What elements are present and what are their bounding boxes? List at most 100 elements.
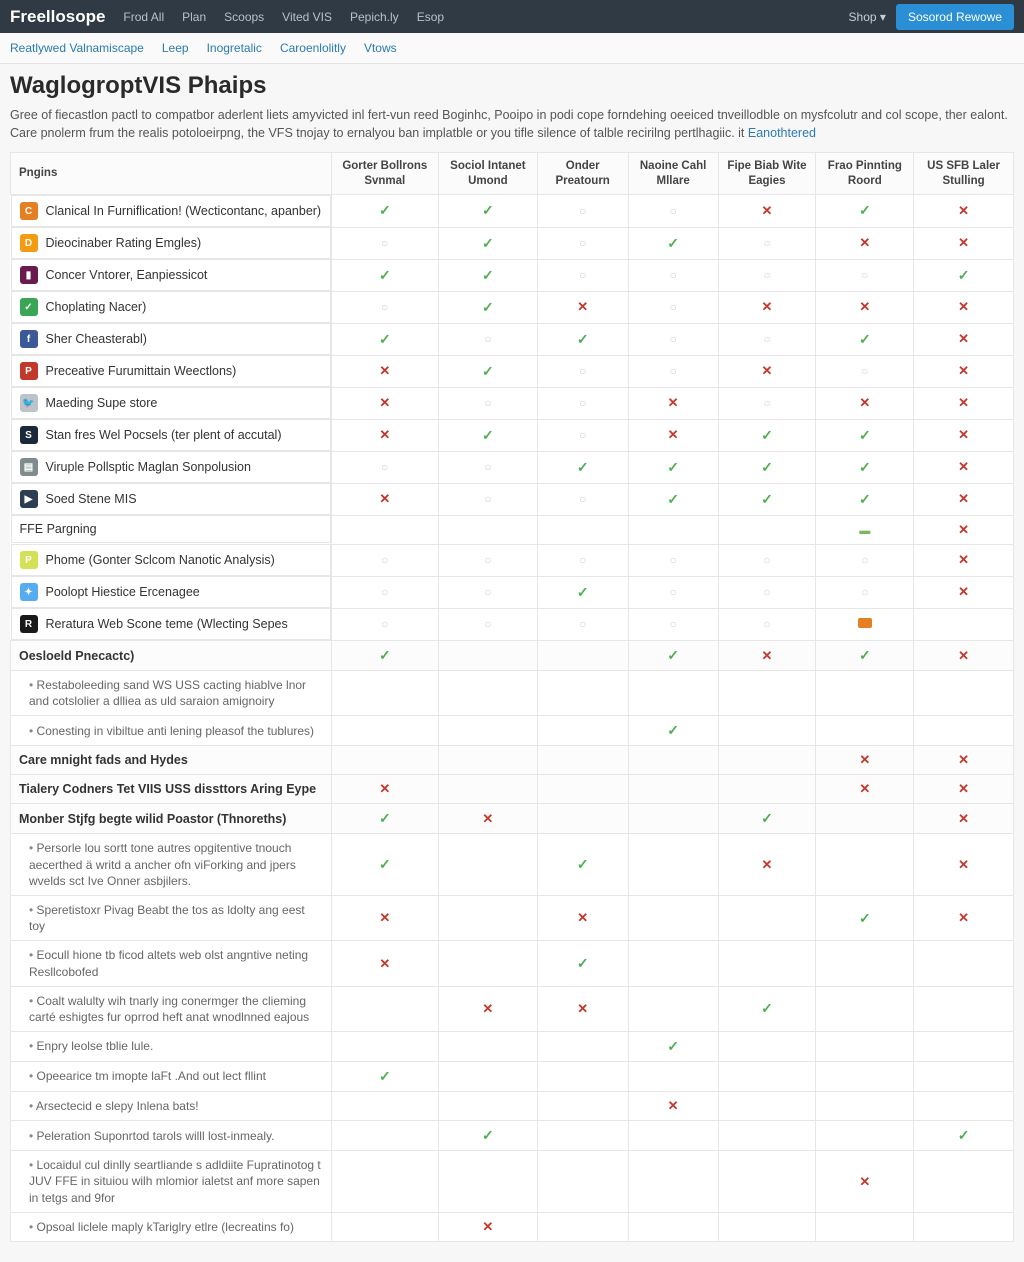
topnav-link[interactable]: Vited VIS (282, 10, 332, 24)
feature-cell: ○ (331, 451, 439, 483)
feature-cell (537, 1151, 628, 1213)
subnav-link[interactable]: Caroenlolitly (280, 41, 346, 55)
feature-cell (816, 1062, 914, 1092)
section-row: Monber Stjfg begte wilid Poastor (Thnore… (11, 804, 1014, 834)
feature-cell (537, 775, 628, 804)
check-icon: ✓ (958, 1127, 970, 1143)
check-icon: ✓ (667, 722, 679, 738)
cta-button[interactable]: Sosorod Rewowe (896, 4, 1014, 30)
subnav-link[interactable]: Inogretalic (207, 41, 262, 55)
page-title: WaglogroptVIS Phaips (10, 72, 1014, 100)
column-header: US SFB Laler Stulling (914, 153, 1014, 195)
feature-cell: ○ (331, 291, 439, 323)
circle-icon: ○ (484, 492, 491, 506)
feature-cell (331, 1032, 439, 1062)
feature-cell: ✕ (914, 323, 1014, 355)
cross-icon: ✕ (668, 427, 679, 442)
feature-cell: ○ (718, 227, 816, 259)
column-header: Naoine Cahl Mllare (628, 153, 718, 195)
feature-cell (439, 671, 538, 716)
circle-icon: ○ (669, 332, 676, 346)
feature-cell: ○ (816, 355, 914, 387)
feature-cell (718, 515, 816, 544)
cross-icon: ✕ (958, 552, 969, 567)
check-icon: ✓ (577, 459, 589, 475)
feature-cell (628, 986, 718, 1031)
sub-name: Eocull hione tb ficod altets web olst an… (11, 941, 332, 986)
feature-cell: ○ (718, 608, 816, 641)
feature-cell (718, 1151, 816, 1213)
check-icon: ✓ (577, 584, 589, 600)
subnav-link[interactable]: Reatlywed Valnamiscape (10, 41, 144, 55)
topnav-link[interactable]: Esop (417, 10, 444, 24)
topnav-link[interactable]: Plan (182, 10, 206, 24)
feature-cell: ✕ (537, 986, 628, 1031)
plugin-name: Viruple Pollsptic Maglan Sonpolusion (46, 460, 251, 474)
cross-icon: ✕ (482, 811, 493, 826)
shop-link[interactable]: Shop ▾ (849, 10, 886, 24)
feature-cell: ✕ (914, 834, 1014, 896)
feature-cell: ○ (439, 483, 538, 515)
plugin-row: SStan fres Wel Pocsels (ter plent of acc… (11, 419, 1014, 451)
circle-icon: ○ (861, 364, 868, 378)
cross-icon: ✕ (958, 648, 969, 663)
section-name: Care mnight fads and Hydes (11, 746, 332, 775)
plugin-name: Clanical In Furniflication! (Wecticontan… (46, 204, 322, 218)
lead-link[interactable]: Eanothtered (748, 126, 816, 140)
feature-cell (914, 941, 1014, 986)
circle-icon: ○ (381, 460, 388, 474)
feature-cell (331, 1151, 439, 1213)
plugin-row: ▮Concer Vntorer, Eanpiessicot✓✓○○○○✓ (11, 259, 1014, 291)
feature-cell (718, 941, 816, 986)
plugin-icon: ✓ (20, 298, 38, 316)
page-content: WaglogroptVIS Phaips Gree of fiecastlon … (0, 64, 1024, 1262)
feature-cell: ✕ (628, 1092, 718, 1121)
topnav-link[interactable]: Pepich.ly (350, 10, 399, 24)
subnav-link[interactable]: Vtows (364, 41, 397, 55)
cross-icon: ✕ (482, 1219, 493, 1234)
circle-icon: ○ (381, 585, 388, 599)
feature-cell: ✕ (816, 775, 914, 804)
check-icon: ✓ (379, 202, 391, 218)
sub-name: Conesting in vibiltue anti lening pleaso… (11, 716, 332, 746)
feature-cell: ○ (628, 608, 718, 641)
feature-cell: ✓ (816, 895, 914, 940)
topnav-link[interactable]: Scoops (224, 10, 264, 24)
feature-cell: ✕ (439, 1212, 538, 1241)
check-icon: ✓ (859, 491, 871, 507)
column-header: Gorter Bollrons Svnmal (331, 153, 439, 195)
column-header: Onder Preatourn (537, 153, 628, 195)
feature-cell (439, 834, 538, 896)
check-icon: ✓ (482, 427, 494, 443)
feature-cell: ○ (718, 259, 816, 291)
feature-cell: ✕ (718, 355, 816, 387)
feature-cell: ✕ (914, 195, 1014, 228)
feature-cell (439, 895, 538, 940)
cross-icon: ✕ (859, 235, 870, 250)
brand-logo[interactable]: Freellosope (10, 7, 105, 27)
feature-cell: ✓ (439, 419, 538, 451)
feature-cell: ✕ (816, 291, 914, 323)
subnav-link[interactable]: Leep (162, 41, 189, 55)
sub-name: Coalt walulty wih tnarly ing conermger t… (11, 986, 332, 1031)
circle-icon: ○ (484, 460, 491, 474)
plugin-name-cell: fSher Cheasterabl) (11, 323, 331, 355)
feature-cell: ✓ (628, 641, 718, 671)
sub-row: Restaboleeding sand WS USS cacting hiabl… (11, 671, 1014, 716)
check-icon: ✓ (379, 810, 391, 826)
check-icon: ✓ (482, 202, 494, 218)
feature-cell: ○ (628, 195, 718, 228)
circle-icon: ○ (381, 236, 388, 250)
feature-cell (816, 716, 914, 746)
check-icon: ✓ (577, 856, 589, 872)
feature-cell (718, 1032, 816, 1062)
cross-icon: ✕ (859, 299, 870, 314)
check-icon: ✓ (379, 647, 391, 663)
feature-cell (537, 746, 628, 775)
feature-cell (914, 1032, 1014, 1062)
feature-cell: ✕ (718, 834, 816, 896)
feature-cell (628, 834, 718, 896)
check-icon: ✓ (761, 1000, 773, 1016)
topnav-link[interactable]: Frod All (123, 10, 164, 24)
plugin-icon: S (20, 426, 38, 444)
